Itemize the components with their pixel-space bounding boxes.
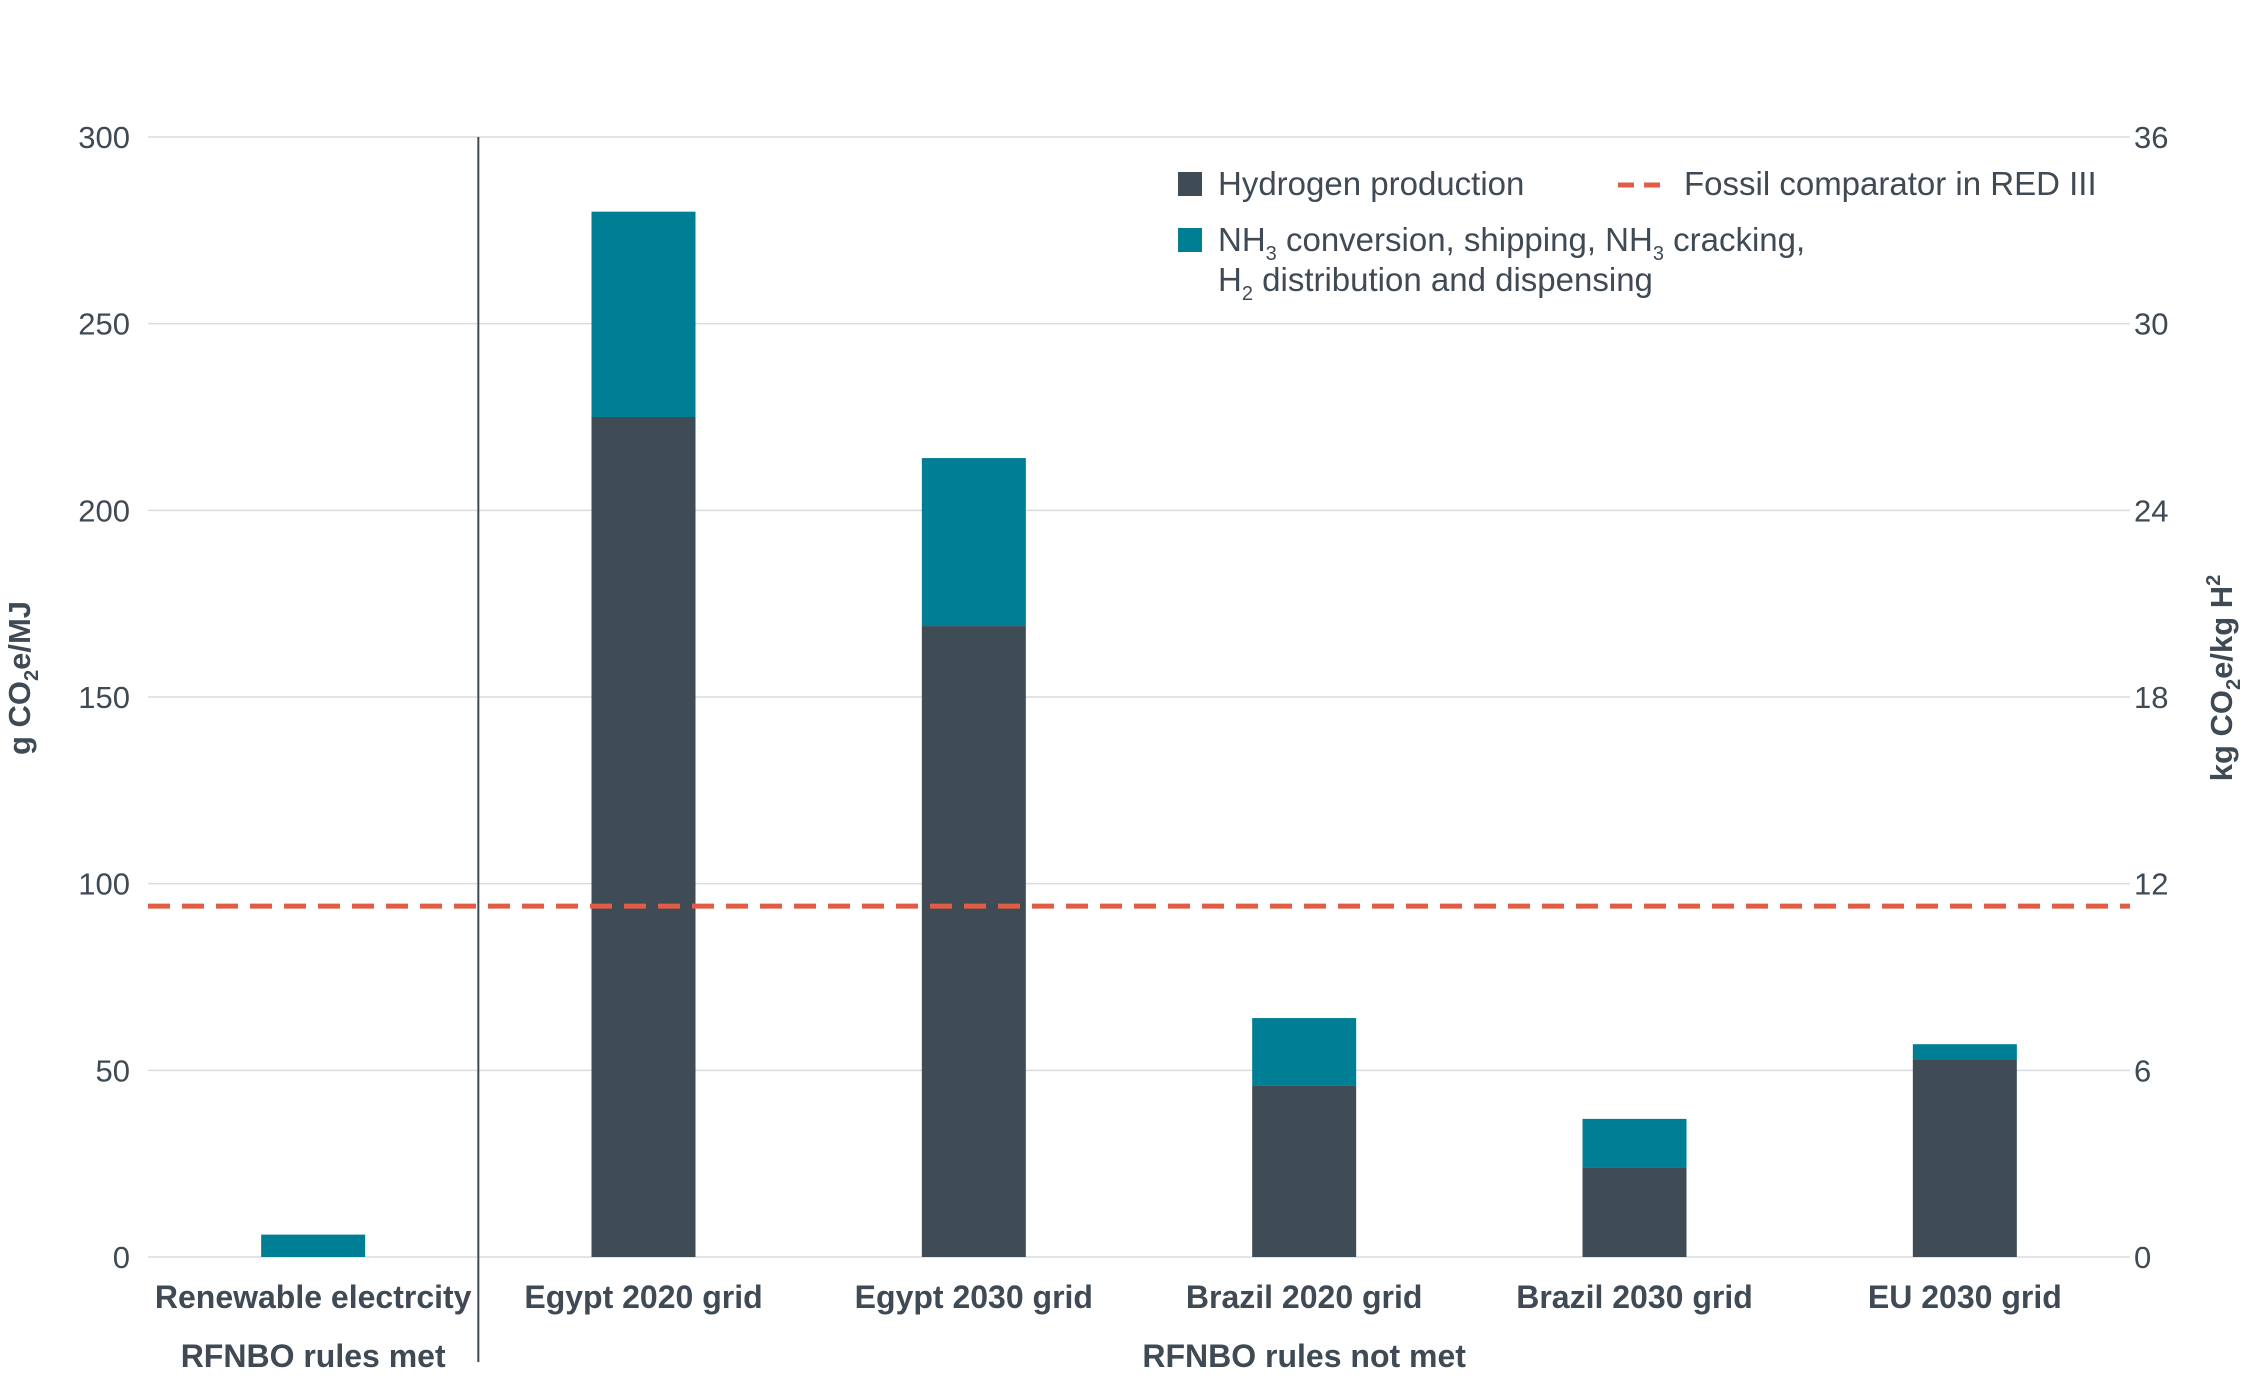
category-label: Egypt 2030 grid [855, 1279, 1093, 1315]
y-tick-right: 12 [2134, 867, 2168, 902]
bar-hydrogen-production [1252, 1085, 1357, 1257]
y-tick-right: 30 [2134, 307, 2168, 342]
legend-swatch-hydrogen [1178, 172, 1202, 196]
y-tick-right: 24 [2134, 493, 2168, 528]
bar-hydrogen-production [1582, 1167, 1687, 1257]
y-axis-left: 0 50 100 150 200 250 300 [78, 120, 130, 1275]
y-tick-left: 150 [78, 680, 130, 715]
bar-hydrogen-production [921, 626, 1026, 1257]
legend-label-hydrogen: Hydrogen production [1218, 165, 1524, 202]
bar-nh3-conversion [1912, 1044, 2017, 1060]
legend: Hydrogen production Fossil comparator in… [1178, 165, 2097, 305]
bar-hydrogen-production [591, 417, 696, 1257]
group-label: RFNBO rules met [181, 1338, 446, 1374]
y-tick-left: 200 [78, 493, 130, 528]
y-tick-right: 6 [2134, 1053, 2151, 1088]
category-label: Brazil 2020 grid [1186, 1279, 1423, 1315]
y-tick-left: 250 [78, 307, 130, 342]
category-label: Brazil 2030 grid [1516, 1279, 1753, 1315]
category-label: Egypt 2020 grid [524, 1279, 762, 1315]
y-tick-left: 100 [78, 867, 130, 902]
y-axis-right-title: kg CO2e/kg H2 [2203, 575, 2244, 782]
bar-nh3-conversion [921, 458, 1026, 627]
y-tick-left: 0 [113, 1240, 130, 1275]
y-axis-left-title: g CO2e/MJ [2, 601, 43, 755]
legend-label-nh3-line2: H2 distribution and dispensing [1218, 261, 1653, 305]
bar-nh3-conversion [591, 211, 696, 417]
bars [261, 211, 2017, 1257]
gridlines [148, 136, 2130, 1258]
y-tick-left: 50 [96, 1053, 130, 1088]
y-axis-right: 0 6 12 18 24 30 36 [2134, 120, 2168, 1275]
group-label: RFNBO rules not met [1142, 1338, 1466, 1374]
y-tick-right: 0 [2134, 1240, 2151, 1275]
legend-label-fossil: Fossil comparator in RED III [1684, 165, 2097, 202]
bar-nh3-conversion [1582, 1118, 1687, 1168]
y-tick-right: 18 [2134, 680, 2168, 715]
category-label: EU 2030 grid [1868, 1279, 2062, 1315]
y-tick-right: 36 [2134, 120, 2168, 155]
legend-swatch-nh3 [1178, 228, 1202, 252]
category-label: Renewable electrcity [155, 1279, 472, 1315]
legend-label-nh3-line1: NH3 conversion, shipping, NH3 cracking, [1218, 221, 1805, 265]
y-tick-left: 300 [78, 120, 130, 155]
category-labels: Renewable electrcity Egypt 2020 grid Egypt… [155, 1279, 2062, 1315]
bar-nh3-conversion [261, 1234, 366, 1257]
group-labels: RFNBO rules met RFNBO rules not met [181, 1338, 1467, 1374]
bar-hydrogen-production [1912, 1059, 2017, 1257]
bar-nh3-conversion [1252, 1018, 1357, 1086]
